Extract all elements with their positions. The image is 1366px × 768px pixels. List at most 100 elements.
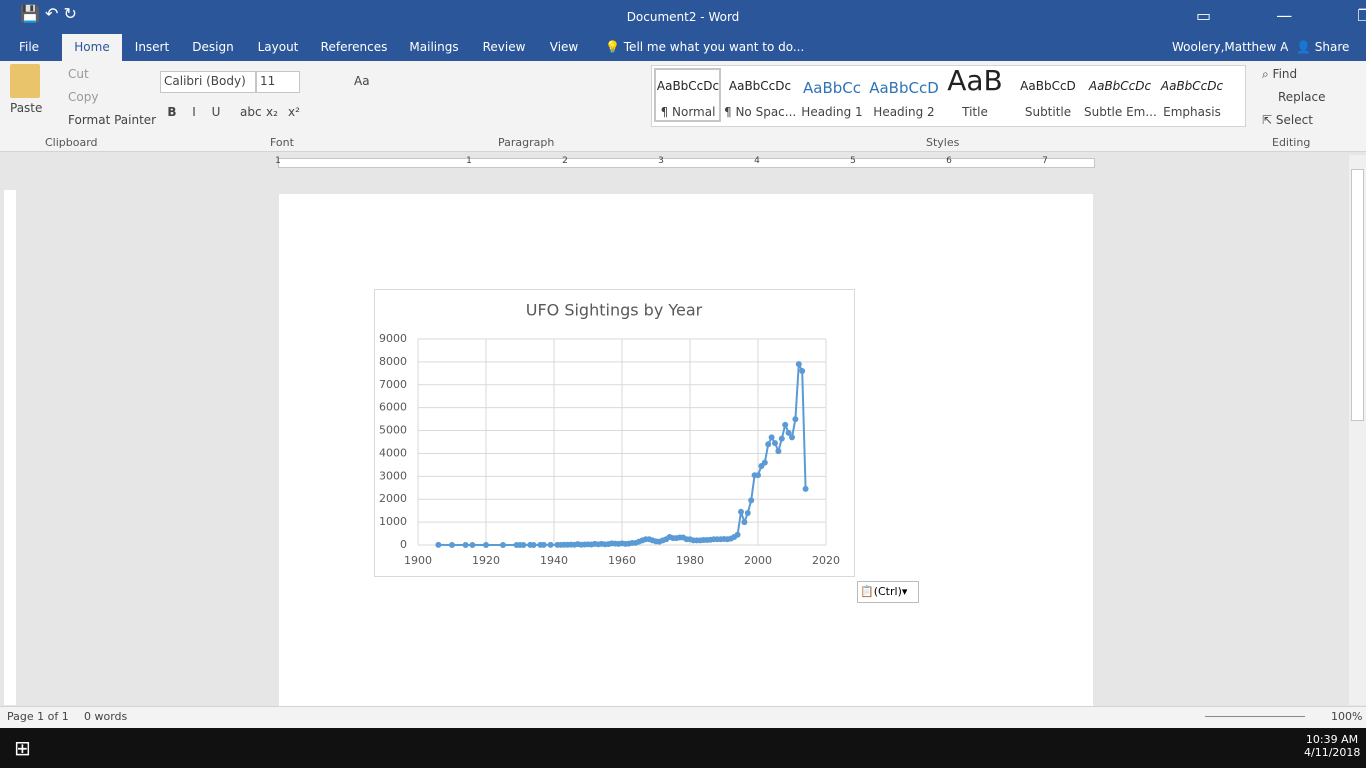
style-preview[interactable]: AaBbCc xyxy=(803,79,861,97)
style-name[interactable]: Emphasis xyxy=(1163,105,1221,119)
group-label: Paragraph xyxy=(498,136,555,149)
title-bar xyxy=(0,0,1366,62)
taskbar xyxy=(0,728,1366,768)
ribbon-tab[interactable]: Design xyxy=(192,40,234,54)
ribbon-tab[interactable]: Review xyxy=(482,40,526,54)
page-count[interactable]: Page 1 of 1 xyxy=(7,710,69,723)
x-tick-label: 1920 xyxy=(472,554,500,567)
ribbon-tab[interactable]: Mailings xyxy=(409,40,459,54)
chart[interactable]: UFO Sightings by Year 0 1000 2000 3000 4000 5… xyxy=(374,289,855,578)
style-name[interactable]: Heading 2 xyxy=(873,105,935,119)
data-point xyxy=(462,541,469,548)
style-preview[interactable]: AaB xyxy=(947,64,1003,97)
data-point xyxy=(520,541,527,548)
font-size-box[interactable] xyxy=(256,71,300,93)
ribbon-tab[interactable]: Layout xyxy=(257,40,299,54)
data-point xyxy=(772,440,778,447)
font-button[interactable]: I xyxy=(192,105,196,119)
zoom[interactable]: 100% xyxy=(1331,710,1363,723)
ribbon-tab[interactable]: Home xyxy=(74,40,110,54)
replace[interactable]: Replace xyxy=(1278,90,1326,104)
word-count[interactable]: 0 words xyxy=(84,710,128,723)
data-point xyxy=(761,459,768,466)
x-tick-label: 1980 xyxy=(676,554,704,567)
data-point xyxy=(449,541,455,548)
y-tick-label: 2000 xyxy=(379,492,407,505)
quick-access[interactable]: 💾 ↶ ↻ xyxy=(20,4,77,23)
style-preview[interactable]: AaBbCcDc xyxy=(1088,79,1152,93)
y-tick-label: 5000 xyxy=(379,424,407,437)
style-preview[interactable]: AaBbCcD xyxy=(1020,79,1076,93)
data-point xyxy=(802,485,809,492)
y-tick-label: 8000 xyxy=(379,355,407,368)
style-name[interactable]: Subtle Em... xyxy=(1084,105,1157,119)
font-button[interactable]: U xyxy=(211,105,221,119)
style-name[interactable]: Subtitle xyxy=(1024,105,1072,119)
cut[interactable]: Cut xyxy=(68,67,89,81)
style-preview[interactable]: AaBbCcD xyxy=(869,79,939,97)
zoom-slider[interactable] xyxy=(1205,716,1305,717)
ruler xyxy=(278,158,1095,168)
ruler-number: 2 xyxy=(562,156,568,166)
ribbon-tab[interactable]: File xyxy=(18,40,40,54)
ribbon-tab[interactable]: References xyxy=(320,40,388,54)
ribbon-tab[interactable]: Insert xyxy=(134,40,170,54)
data-point xyxy=(792,416,799,423)
data-point xyxy=(785,429,792,436)
select[interactable]: ⇱ Select xyxy=(1262,113,1313,127)
style-name[interactable]: ¶ No Spac... xyxy=(724,105,797,119)
font-button[interactable]: x₂ xyxy=(266,105,278,119)
data-point xyxy=(748,497,755,504)
copy[interactable]: Copy xyxy=(68,90,99,104)
paste-options[interactable]: 📋(Ctrl)▾ xyxy=(857,581,919,603)
font-name-box[interactable] xyxy=(160,71,256,93)
paste-options-text: (Ctrl) xyxy=(873,585,902,598)
paste-icon[interactable] xyxy=(10,64,40,98)
ruler-number: 3 xyxy=(658,156,664,166)
data-point xyxy=(768,434,775,441)
y-tick-label: 7000 xyxy=(379,378,407,391)
y-tick-label: 4000 xyxy=(379,446,407,459)
data-point xyxy=(540,541,547,548)
data-point xyxy=(782,421,789,428)
time: 10:39 AM xyxy=(1305,733,1359,746)
x-tick-label: 2020 xyxy=(812,554,840,567)
ribbon-tab[interactable]: View xyxy=(549,40,579,54)
y-tick-label: 6000 xyxy=(379,401,407,414)
active-tab-bg xyxy=(62,34,122,61)
font-size: 11 xyxy=(260,74,276,88)
find[interactable]: ⌕ Find xyxy=(1262,67,1298,81)
style-preview[interactable]: AaBbCcDc xyxy=(728,79,792,93)
style-name[interactable]: ¶ Normal xyxy=(660,105,716,119)
change-case[interactable]: Aa xyxy=(354,74,370,88)
start-button[interactable]: ⊞ xyxy=(14,736,31,760)
clock[interactable]: 10:39 AM 4/11/2018 xyxy=(1304,733,1360,759)
ruler-number: 7 xyxy=(1042,156,1048,166)
font-name: Calibri (Body) xyxy=(164,74,246,88)
style-name[interactable]: Title xyxy=(962,105,988,119)
y-tick-label: 1000 xyxy=(379,515,407,528)
font-button[interactable]: x² xyxy=(288,105,300,119)
y-tick-label: 3000 xyxy=(379,469,407,482)
share[interactable]: 👤 Share xyxy=(1296,40,1350,54)
style-name[interactable]: Heading 1 xyxy=(801,105,863,119)
style-preview[interactable]: AaBbCcDc xyxy=(656,79,720,93)
data-point xyxy=(799,368,806,375)
data-point xyxy=(469,541,476,548)
y-tick-label: 0 xyxy=(400,538,407,551)
data-point xyxy=(765,441,772,448)
user-name[interactable]: Woolery,Matthew A xyxy=(1172,40,1289,54)
format-painter[interactable]: Format Painter xyxy=(68,113,157,127)
find-text: Find xyxy=(1272,67,1298,81)
tell-me[interactable]: 💡 Tell me what you want to do... xyxy=(605,40,805,54)
font-button[interactable]: abc xyxy=(240,105,262,119)
style-preview[interactable]: AaBbCcDc xyxy=(1160,79,1224,93)
scroll-thumb[interactable] xyxy=(1351,169,1364,421)
window-controls[interactable]: ▭ — ❐ ✕ xyxy=(1196,6,1366,25)
paste[interactable]: Paste xyxy=(10,101,43,115)
scrollbar[interactable] xyxy=(1349,155,1366,705)
data-point xyxy=(738,508,744,515)
font-button[interactable]: B xyxy=(167,105,177,119)
share-text: Share xyxy=(1314,40,1350,54)
